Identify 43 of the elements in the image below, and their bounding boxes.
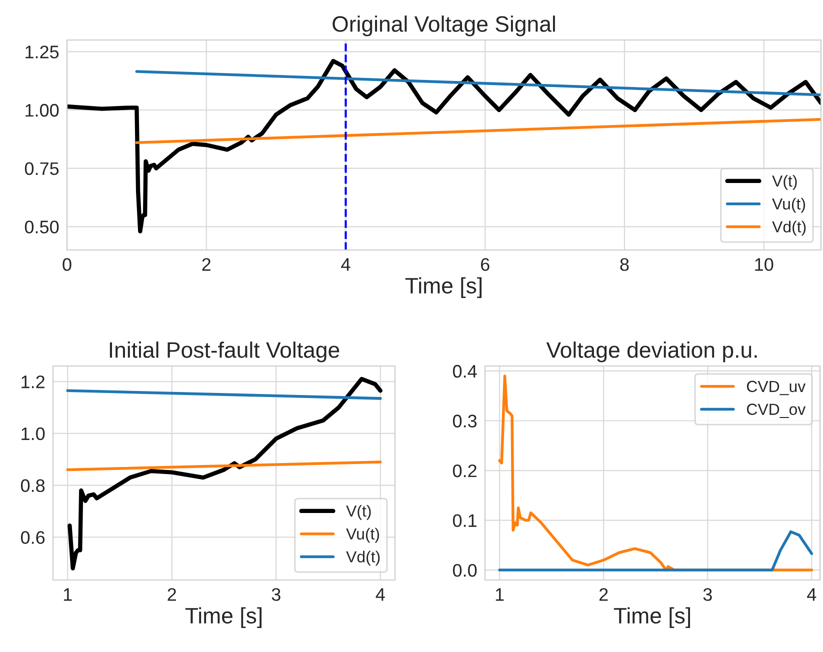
x-tick-label: 4 xyxy=(807,588,816,601)
y-tick-label: 1.25 xyxy=(26,46,59,58)
x-tick-label: 2 xyxy=(599,588,608,601)
legend-label: Vu(t) xyxy=(346,528,380,543)
x-tick-label: 8 xyxy=(620,258,629,271)
y-tick-label: 0.8 xyxy=(20,479,45,492)
x-tick-label: 1 xyxy=(64,588,72,601)
legend-label: Vd(t) xyxy=(772,220,806,236)
y-tick-label: 0.2 xyxy=(452,464,476,478)
y-tick-label: 0.0 xyxy=(452,564,477,577)
y-tick-label: 0.6 xyxy=(20,531,45,544)
legend-label: CVD_uv xyxy=(746,380,806,396)
x-tick-label: 4 xyxy=(376,588,385,601)
chart-title: Voltage deviation p.u. xyxy=(546,342,757,362)
chart-title: Original Voltage Signal xyxy=(332,16,555,36)
y-tick-label: 0.1 xyxy=(452,514,476,527)
legend-label: V(t) xyxy=(346,504,371,520)
x-tick-label: 3 xyxy=(703,588,712,601)
y-tick-label: 1.2 xyxy=(22,376,44,388)
y-tick-label: 0.50 xyxy=(24,220,59,234)
x-tick-label: 1 xyxy=(496,588,504,601)
x-tick-label: 6 xyxy=(481,258,490,271)
x-tick-label: 10 xyxy=(755,258,774,271)
line-series xyxy=(68,376,382,570)
x-tick-label: 2 xyxy=(168,588,176,601)
legend-label: V(t) xyxy=(772,174,797,190)
y-tick-label: 1.0 xyxy=(22,427,45,440)
y-tick-label: 0.4 xyxy=(452,364,477,378)
x-axis-title: Time [s] xyxy=(185,607,262,628)
x-axis-title: Time [s] xyxy=(405,277,482,298)
x-axis-title: Time [s] xyxy=(614,607,690,628)
x-tick-label: 4 xyxy=(341,258,350,271)
x-tick-label: 0 xyxy=(62,258,72,271)
chart-title: Initial Post-fault Voltage xyxy=(110,342,340,362)
legend-label: CVD_ov xyxy=(746,404,806,418)
x-tick-label: 3 xyxy=(272,588,280,601)
legend-label: Vu(t) xyxy=(772,198,806,213)
legend-label: Vd(t) xyxy=(346,550,380,566)
x-tick-label: 2 xyxy=(202,258,210,271)
line-series xyxy=(498,530,814,572)
y-tick-label: 0.75 xyxy=(24,162,59,176)
y-tick-label: 1.00 xyxy=(26,104,59,117)
y-tick-label: 0.3 xyxy=(452,414,477,428)
